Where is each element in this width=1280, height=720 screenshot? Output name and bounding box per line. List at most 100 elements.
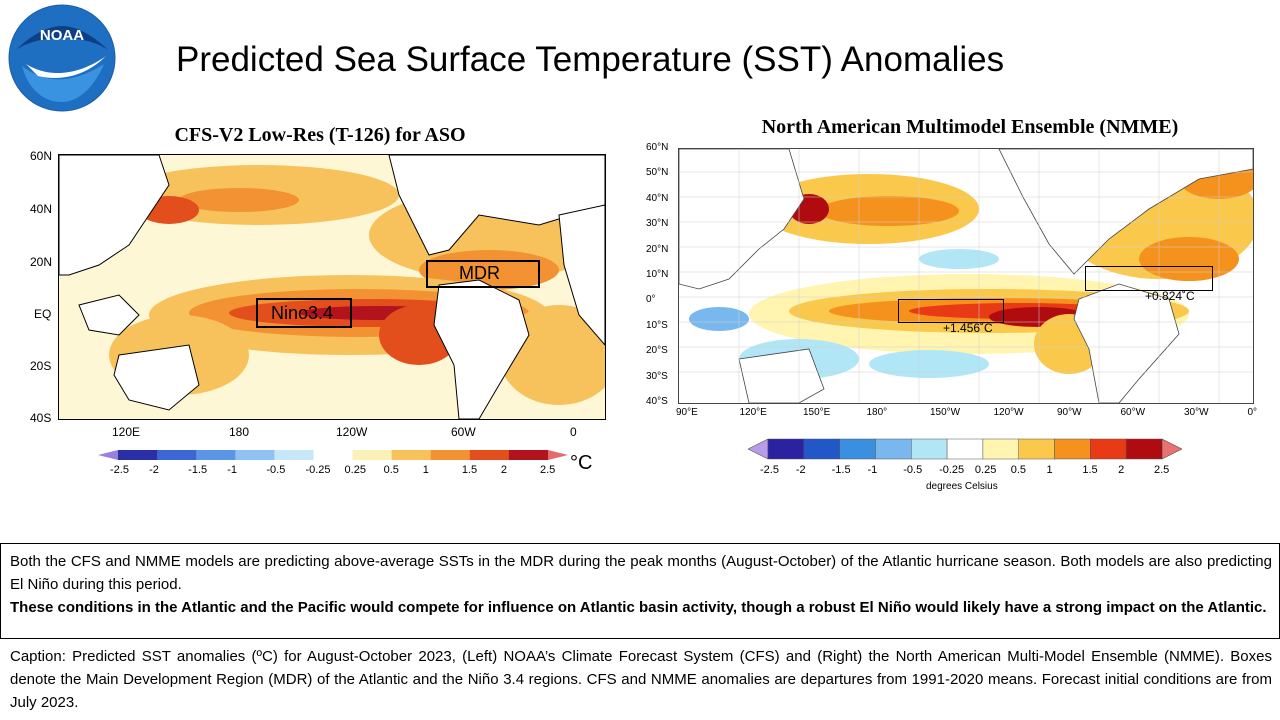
right-lon-label: 120°W [993,407,1024,418]
left-lat-label: 60N [30,149,53,163]
caption-text: Caption: Predicted SST anomalies (ºC) fo… [10,648,1272,711]
colorbar-swatch [508,450,549,460]
colorbar-swatch [911,438,948,460]
colorbar-tick-label: 2 [1118,464,1125,476]
right-lat-label: 10°N [646,269,669,280]
right-lat-label: 40°N [646,192,669,204]
colorbar-tick-label: 1 [1046,464,1053,476]
colorbar-swatch [313,450,354,460]
panel-border [0,543,1,639]
colorbar-swatch [157,450,197,460]
colorbar-tick-label: -0.25 [305,464,331,476]
colorbar-swatch [1125,438,1163,460]
colorbar-swatch [1018,438,1055,460]
right-colorbar-caption: degrees Celsius [926,481,998,492]
colorbar-swatch [274,450,314,460]
colorbar-tick-label: -2 [149,464,159,476]
colorbar-max-arrow [548,450,568,460]
summary-bold-text: These conditions in the Atlantic and the… [10,599,1267,616]
colorbar-tick-label: -2.5 [760,464,779,476]
left-map-title: CFS-V2 Low-Res (T-126) for ASO [174,124,466,146]
colorbar-swatch [767,438,805,460]
left-lat-label: 20N [30,255,53,269]
noaa-logo: NOAA [8,4,116,112]
right-lon-label: 120°E [739,407,767,418]
right-lon-label: 90°W [1057,407,1082,418]
svg-text:NOAA: NOAA [40,27,84,44]
colorbar-tick-label: -1.5 [188,464,208,476]
colorbar-max-arrow [1161,438,1183,460]
right-lat-label: 20°N [646,243,669,255]
colorbar-swatch [352,450,393,460]
right-lat-label: 30°N [646,218,669,230]
left-colorbar [98,448,568,462]
colorbar-tick-label: 0.25 [344,464,366,476]
right-lat-label: 60°N [646,142,669,153]
summary-text: Both the CFS and NMME models are predict… [10,553,1272,593]
nino34-box [256,298,352,328]
colorbar-swatch [875,438,912,460]
left-lat-label: EQ [34,307,52,321]
right-lon-label: 30°W [1184,407,1209,418]
colorbar-tick-label: -1 [227,464,238,476]
colorbar-tick-label: -1.5 [831,464,851,476]
left-lon-label: 120E [112,425,141,439]
colorbar-min-arrow [747,438,769,460]
left-lon-label: 0 [570,425,577,439]
mdr-box [426,260,540,288]
right-lon-label: 180° [866,407,888,418]
mdr-value: +0.824˚C [1145,289,1195,303]
right-lat-label: 20°S [646,345,668,357]
colorbar-tick-label: -0.25 [939,464,965,476]
colorbar-swatch [196,450,236,460]
left-lat-label: 20S [30,359,52,373]
summary-panel: Both the CFS and NMME models are predict… [0,543,1280,639]
colorbar-swatch [1090,438,1127,460]
colorbar-tick-label: 1.5 [1082,464,1098,476]
colorbar-tick-label: 2.5 [540,464,556,476]
nino34-box [898,299,1004,323]
right-lat-label: 30°S [646,370,668,382]
mdr-box [1085,266,1213,291]
mdr-label: MDR [459,263,500,283]
colorbar-swatch [235,450,275,460]
right-colorbar [747,438,1183,460]
right-lat-label: 40°S [646,396,668,407]
left-lon-label: 60W [451,425,476,439]
colorbar-tick-label: -2.5 [110,464,129,476]
colorbar-swatch [469,450,510,460]
colorbar-tick-label: -2 [795,464,806,476]
right-lat-label: 50°N [646,167,669,179]
right-lat-label: 10°S [646,319,668,331]
colorbar-swatch [946,438,984,460]
colorbar-swatch [982,438,1019,460]
left-sst-map: Nino3.4 MDR [58,154,606,420]
right-sst-map: +1.456˚C +0.824˚C [678,148,1254,404]
colorbar-tick-label: -0.5 [903,464,923,476]
left-lat-label: 40N [30,202,53,216]
caption-panel: Caption: Predicted SST anomalies (ºC) fo… [0,645,1280,720]
colorbar-tick-label: 1 [422,464,429,476]
colorbar-swatch [803,438,840,460]
colorbar-tick-label: 2 [500,464,508,476]
colorbar-tick-label: 0.5 [383,464,399,476]
left-lon-label: 120W [336,425,368,439]
right-lon-label: 90°E [676,407,698,418]
colorbar-tick-label: 0.25 [974,464,997,476]
right-lon-label: 60°W [1120,407,1146,418]
nino34-value: +1.456˚C [943,321,993,335]
colorbar-tick-label: 0.5 [1010,464,1027,476]
left-lat-label: 40S [30,411,52,425]
colorbar-swatch [1054,438,1091,460]
colorbar-swatch [839,438,876,460]
right-lon-label: 0° [1247,407,1258,418]
right-lat-label: 0° [646,294,656,306]
left-lon-label: 180 [229,425,250,439]
right-lon-label: 150°E [803,407,831,418]
nino34-label: Nino3.4 [271,303,334,323]
colorbar-tick-label: 2.5 [1154,464,1170,476]
page-title: Predicted Sea Surface Temperature (SST) … [176,40,1005,79]
colorbar-tick-label: 1.5 [461,464,478,476]
colorbar-min-arrow [98,450,118,460]
colorbar-tick-label: -0.5 [266,464,286,476]
